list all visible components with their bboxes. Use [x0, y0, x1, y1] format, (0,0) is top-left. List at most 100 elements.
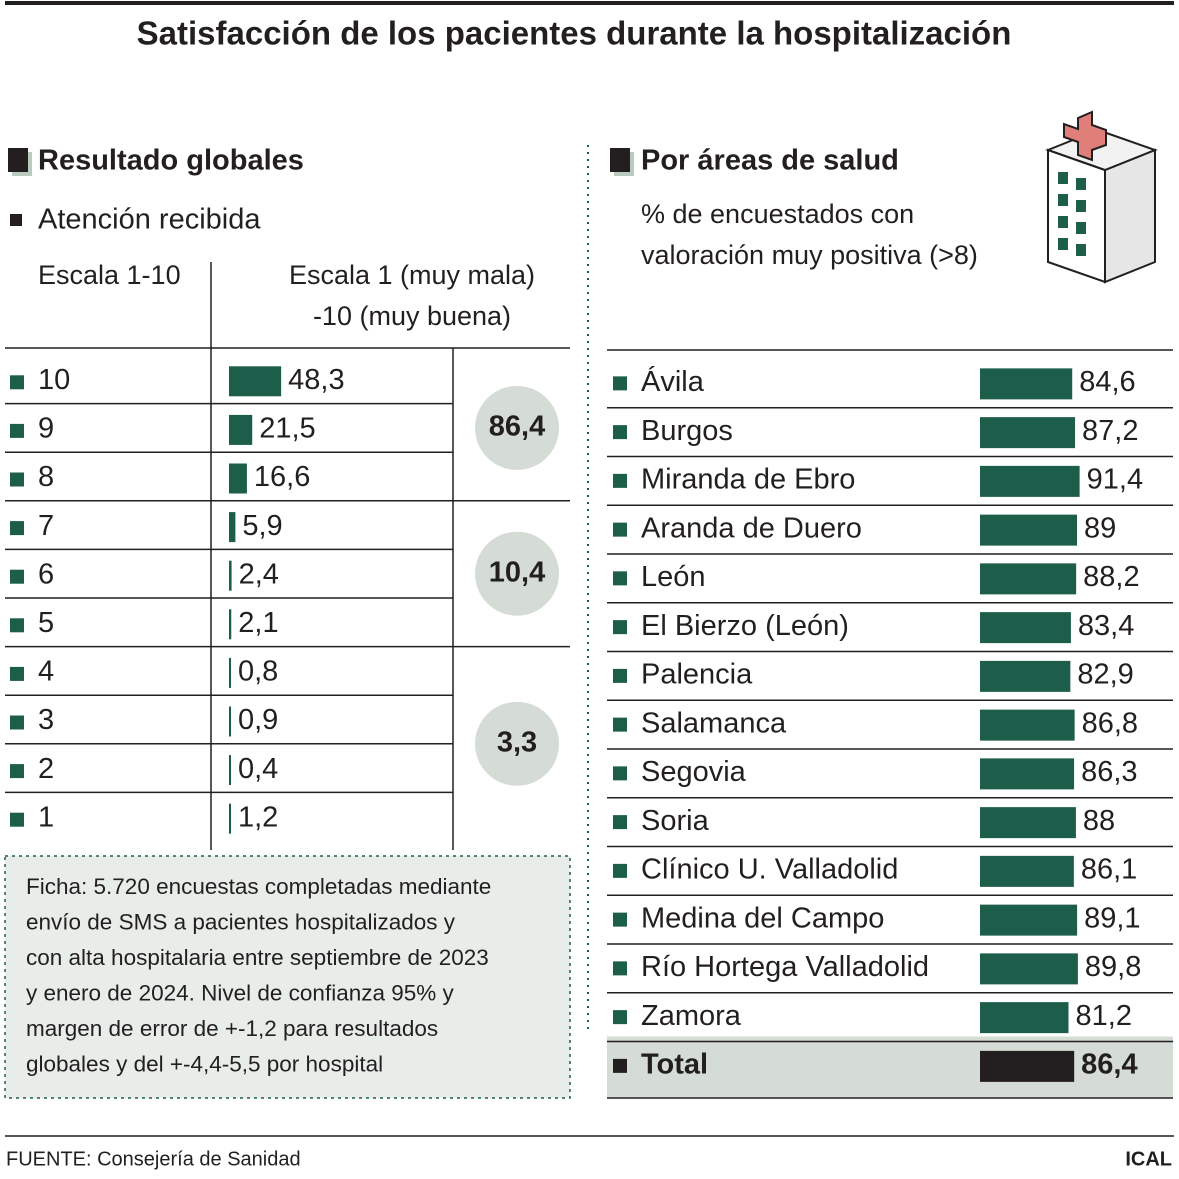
total-band: [607, 1036, 1173, 1098]
bar: [980, 855, 1074, 887]
bar: [229, 803, 231, 834]
section-title: Resultado globales: [38, 145, 304, 177]
bar: [229, 657, 231, 688]
note-line: margen de error de +-1,2 para resultados: [26, 1016, 438, 1041]
row-bullet: [10, 521, 24, 536]
value-label: 91,4: [1087, 464, 1143, 496]
bar: [980, 465, 1080, 497]
category-label: León: [641, 561, 706, 593]
value-label: 0,4: [238, 753, 278, 785]
bar: [980, 368, 1073, 400]
note-line: Ficha: 5.720 encuestas completadas media…: [26, 874, 491, 899]
value-label: 83,4: [1078, 610, 1134, 642]
category-label: Clínico U. Valladolid: [641, 854, 898, 886]
bar: [229, 414, 253, 445]
bar: [980, 953, 1078, 985]
row-bullet: [613, 912, 627, 927]
category-label: 7: [38, 510, 54, 542]
bar: [980, 660, 1071, 692]
section-subtitle: valoración muy positiva (>8): [641, 240, 978, 270]
category-label: 8: [38, 461, 54, 493]
value-label: 81,2: [1076, 1000, 1132, 1032]
bar: [229, 463, 247, 494]
value-label: 5,9: [242, 510, 282, 542]
note-line: globales y del +-4,4-5,5 por hospital: [26, 1051, 383, 1076]
value-label: 16,6: [254, 461, 310, 493]
category-label: 9: [38, 413, 54, 445]
section-title: Por áreas de salud: [641, 145, 899, 177]
note-line: envío de SMS a pacientes hospitalizados …: [26, 909, 456, 934]
row-bullet: [613, 863, 627, 878]
value-label: 87,2: [1082, 415, 1138, 447]
row-bullet: [10, 569, 24, 584]
category-label: 10: [38, 364, 70, 396]
group-circle: [475, 531, 559, 616]
row-bullet: [10, 472, 24, 487]
row-bullet: [613, 620, 627, 635]
category-label: Medina del Campo: [641, 902, 884, 934]
category-label: 4: [38, 656, 54, 688]
row-bullet: [613, 425, 627, 440]
value-label: 89,8: [1085, 951, 1141, 983]
bar: [980, 1050, 1075, 1082]
value-label: 82,9: [1077, 659, 1133, 691]
section-subtitle: % de encuestados con: [641, 199, 914, 229]
value-label: 88,2: [1083, 561, 1139, 593]
bar: [980, 1002, 1069, 1034]
row-bullet: [10, 375, 24, 390]
bar: [229, 366, 282, 397]
bar: [980, 758, 1075, 790]
row-bullet: [613, 717, 627, 732]
value-label: 48,3: [288, 364, 344, 396]
category-label: Zamora: [641, 1000, 742, 1032]
value-label: 0,9: [238, 704, 278, 736]
value-label: 2,1: [238, 607, 278, 639]
category-label: Río Hortega Valladolid: [641, 951, 929, 983]
category-label: Palencia: [641, 659, 753, 691]
bar: [980, 612, 1071, 644]
row-bullet: [613, 961, 627, 976]
category-label: 5: [38, 607, 54, 639]
value-label: 86,4: [1081, 1049, 1137, 1081]
row-bullet: [613, 473, 627, 488]
title: Satisfacción de los pacientes durante la…: [137, 15, 1012, 52]
bar: [980, 514, 1078, 546]
section-subtitle: Atención recibida: [38, 204, 261, 236]
bar: [229, 609, 232, 640]
value-label: 88: [1083, 805, 1115, 837]
value-label: 89: [1084, 512, 1116, 544]
bar: [980, 563, 1077, 595]
bar: [980, 417, 1076, 449]
value-label: 86,1: [1081, 854, 1137, 886]
credit: ICAL: [1125, 1148, 1172, 1170]
category-label: Aranda de Duero: [641, 512, 862, 544]
row-bullet: [613, 1010, 627, 1025]
row-bullet: [10, 618, 24, 633]
category-label: 1: [38, 801, 54, 833]
group-label: 86,4: [489, 411, 545, 443]
row-bullet: [613, 815, 627, 830]
value-label: 86,3: [1081, 756, 1137, 788]
source: FUENTE: Consejería de Sanidad: [6, 1148, 301, 1170]
bar: [229, 755, 231, 786]
bar: [229, 560, 232, 591]
row-bullet: [10, 666, 24, 681]
note-box: [4, 855, 571, 1099]
row-bullet: [10, 423, 24, 438]
column-header: -10 (muy buena): [313, 301, 511, 331]
category-label: Ávila: [641, 365, 705, 398]
row-bullet: [10, 812, 24, 827]
value-label: 2,4: [239, 558, 279, 590]
sub-marker: [10, 214, 22, 226]
bar: [229, 706, 231, 737]
row-bullet: [613, 571, 627, 586]
value-label: 21,5: [259, 413, 315, 445]
bar: [980, 709, 1075, 741]
category-label: Total: [641, 1049, 708, 1081]
row-bullet: [613, 1058, 627, 1073]
note-line: y enero de 2024. Nivel de confianza 95% …: [26, 980, 455, 1005]
row-bullet: [10, 764, 24, 779]
row-bullet: [613, 668, 627, 683]
row-bullet: [613, 766, 627, 781]
